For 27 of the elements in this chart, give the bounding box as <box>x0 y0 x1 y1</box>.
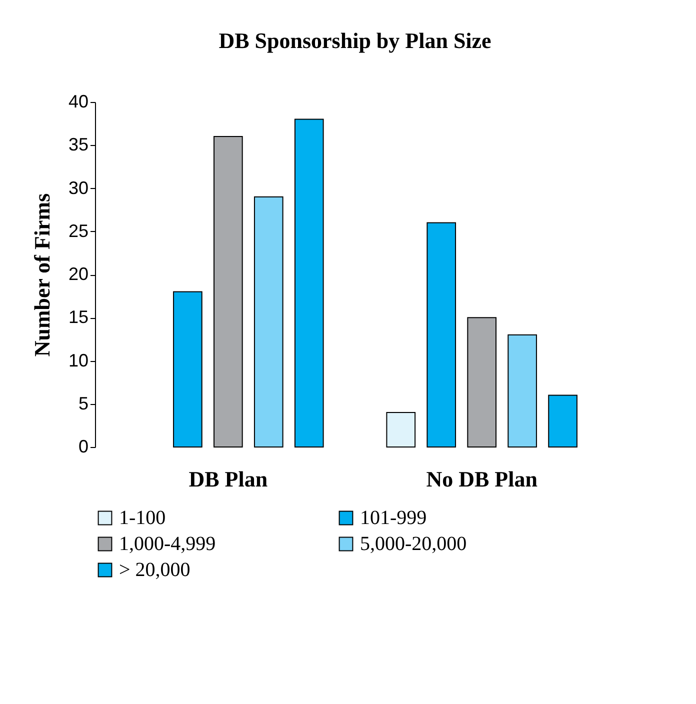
y-tick-label: 5 <box>78 393 88 414</box>
y-axis-title: Number of Firms <box>29 192 54 357</box>
legend-label: 101-999 <box>360 507 427 529</box>
y-tick-label: 15 <box>68 307 88 328</box>
y-tick-label: 30 <box>68 178 88 198</box>
bar <box>254 196 284 448</box>
bar <box>508 334 537 448</box>
bar <box>548 394 578 448</box>
x-tick-label: No DB Plan <box>426 466 538 492</box>
legend-label: 5,000-20,000 <box>360 533 467 555</box>
y-tick-label: 20 <box>68 264 88 284</box>
y-tick-label: 25 <box>68 220 88 241</box>
y-tick-label: 0 <box>78 436 88 456</box>
legend-label: > 20,000 <box>119 559 190 581</box>
y-tick-label: 10 <box>68 350 88 370</box>
legend-label: 1-100 <box>119 507 166 529</box>
bar <box>173 291 202 448</box>
bar <box>386 412 416 448</box>
bar <box>214 136 243 448</box>
bar <box>294 118 324 448</box>
y-tick-label: 40 <box>68 92 88 112</box>
chart-title: DB Sponsorship by Plan Size <box>218 28 492 53</box>
bar <box>426 222 456 448</box>
bar <box>467 317 496 448</box>
x-tick-label: DB Plan <box>188 466 268 492</box>
y-tick-label: 35 <box>68 134 88 155</box>
legend-label: 1,000-4,999 <box>119 533 216 555</box>
